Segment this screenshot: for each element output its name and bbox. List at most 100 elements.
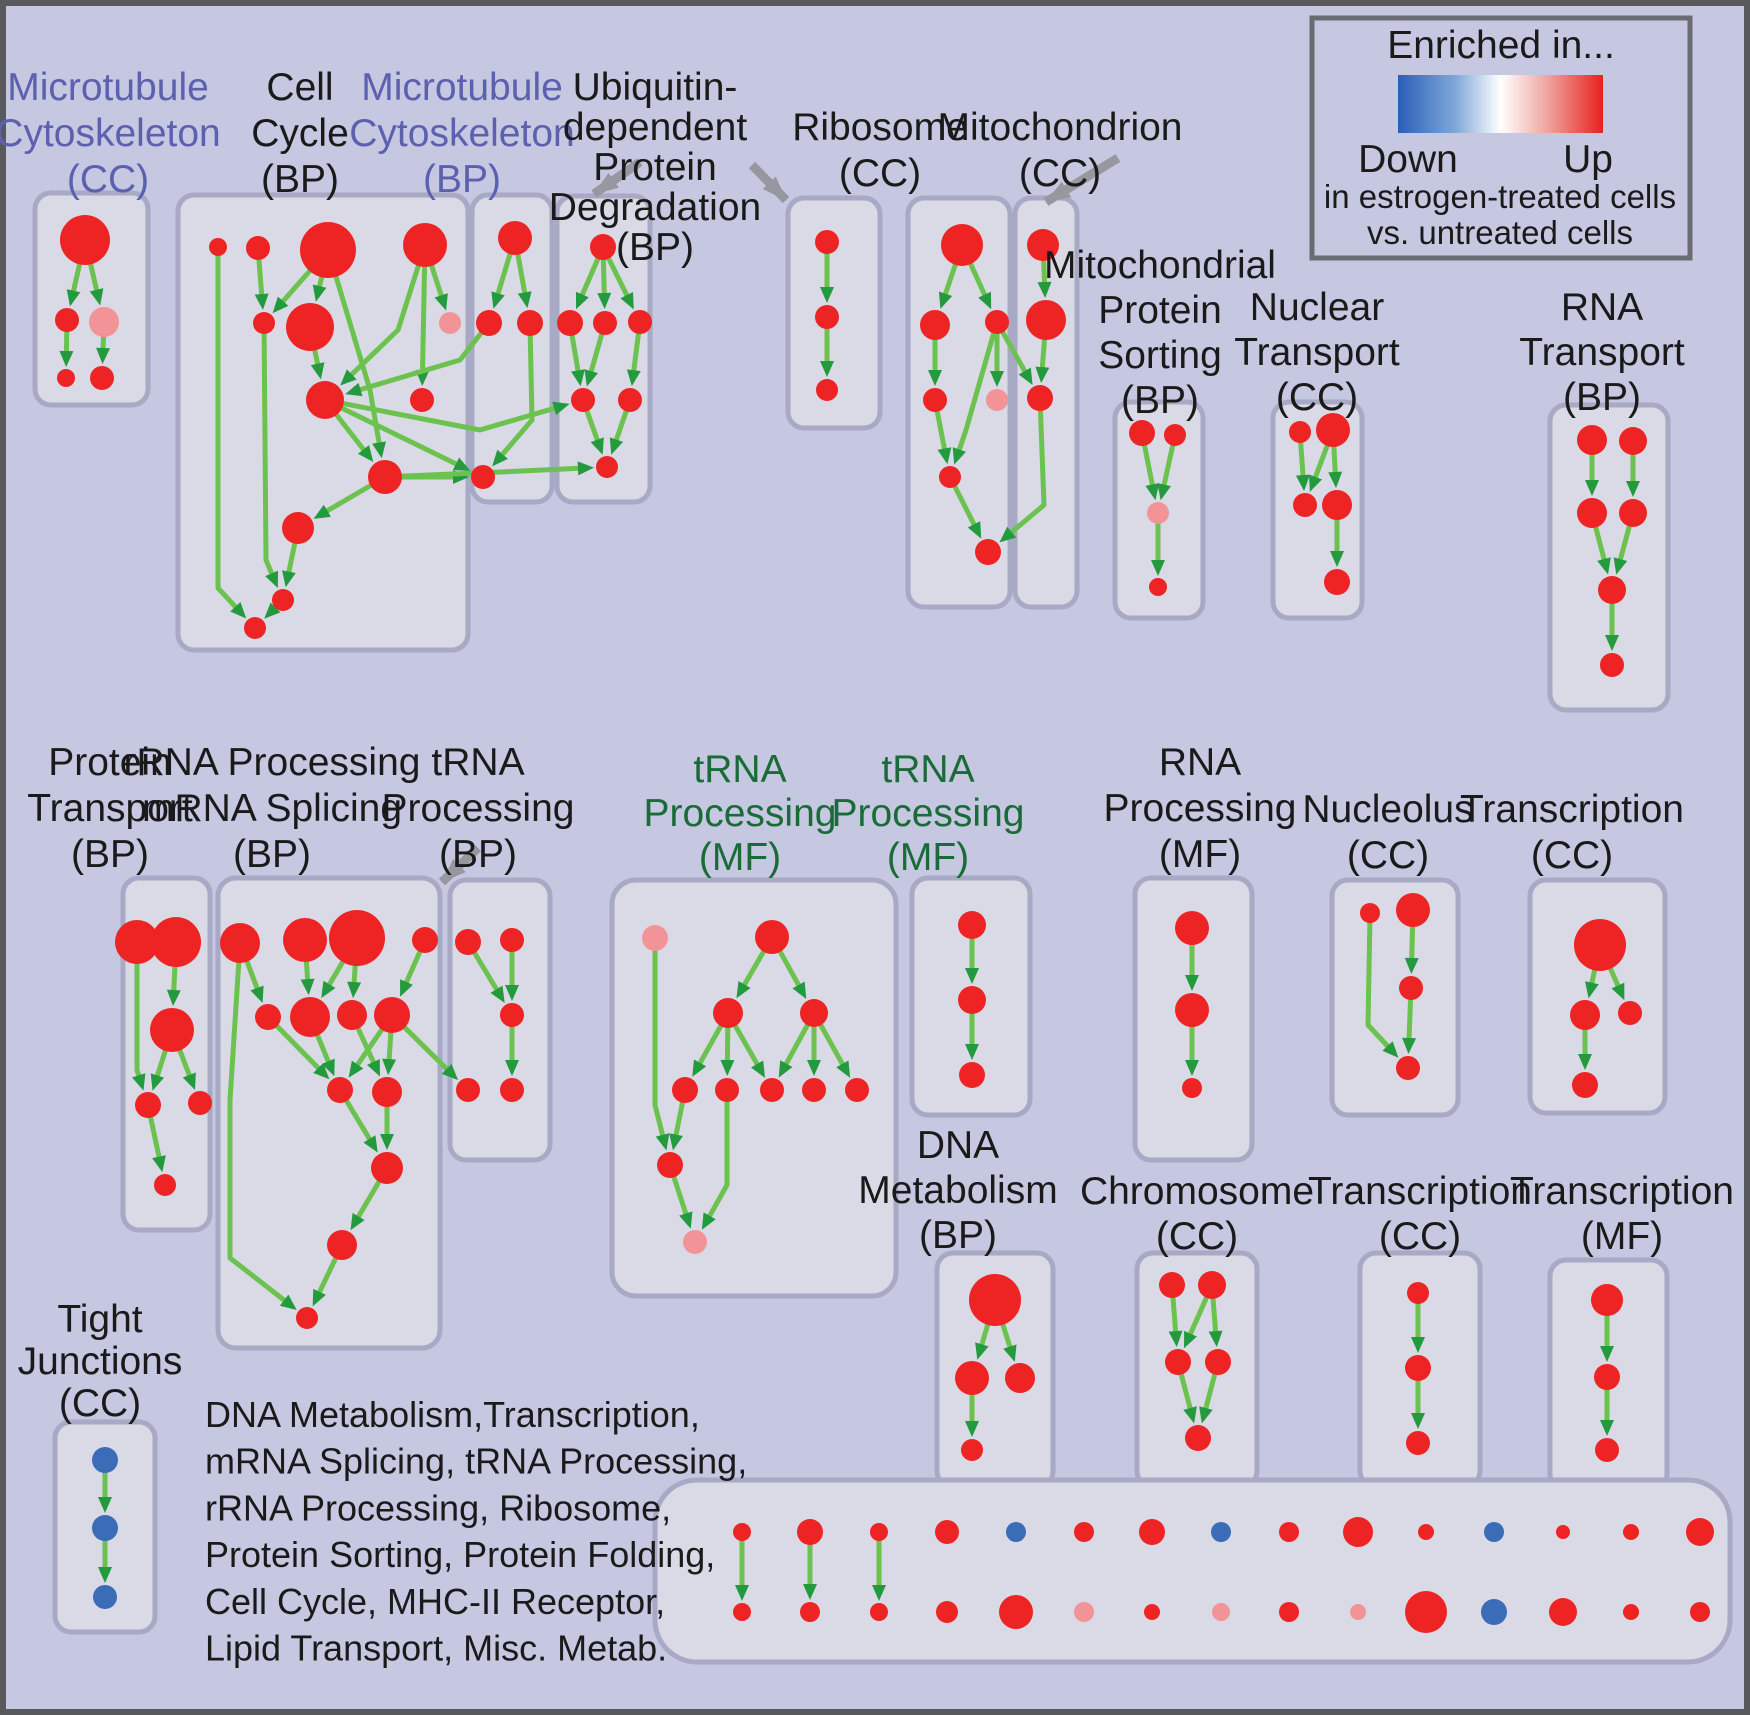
edges-layer [59,251,1640,1601]
rna-transport-node-mg [1598,576,1626,604]
edge-rrna-C-F [321,959,346,999]
edge-cell-cycle-c-f [312,274,327,302]
misc-node-t12 [1484,1522,1504,1542]
edge-chromosome-tr-ml [1184,1294,1210,1349]
misc-node-t13 [1556,1525,1570,1539]
trna-bp-node-te [500,1078,524,1102]
tight-junctions-label-line-1: Tight [57,1298,142,1341]
nucleolus-label-line-1: Nucleolus [1302,788,1473,831]
rrna-node-E [255,1004,281,1030]
edge-nucleolus-mr-bo [1402,997,1417,1054]
rrna-node-C [329,910,385,966]
edge-cell-cycle-j-k [313,482,374,519]
dna-metabolism-label-line-1: DNA [917,1124,999,1167]
misc-node-t8 [1211,1522,1231,1542]
edge-rrna-I-K [343,1098,378,1153]
edge-microtubule-cc-t-ml [66,261,83,307]
trna-bp-label-line-2: Processing [382,787,575,830]
edge-cell-cycle-b-e [254,257,269,311]
dna-metabolism-node-cl [955,1361,989,1395]
nuclear-transport-label-line-1: Nuclear [1250,286,1384,329]
edge-rrna-L-M [312,1255,339,1307]
rrna-node-M [296,1307,318,1329]
edge-chromosome-tl-ml [1168,1295,1183,1348]
trna-mf-big-node-r1 [672,1077,698,1103]
misc-node-t6 [1074,1522,1094,1542]
rrna-node-B [283,918,327,962]
ubiquitin-arrow-right [748,161,790,204]
trna-mf1-label-line-2: Processing [644,792,837,835]
microtubule-bp-label-line-1: Microtubule [361,66,563,109]
edge-nuclear-transport-tr-mr [1328,444,1343,488]
edge-trna-mf-big-mL-r1 [692,1023,724,1077]
tight-junctions-label-line-2: Junctions [18,1340,183,1383]
dna-metabolism-node-bo [961,1439,983,1461]
rna-transport-label-line-1: RNA [1561,286,1643,329]
edge-ubiq-a-l2-bt [609,408,630,455]
ribosome-label-line-1: Ribosome [792,106,968,149]
mito-sorting-node-bt [1149,578,1167,596]
edge-rrna-D-H [400,949,423,997]
rna-transport-node-ml [1577,498,1607,528]
rna-mf-label-line-1: RNA [1159,741,1241,784]
edge-microtubule-cc-mr-br [96,334,111,364]
edge-trna-mf-big-T-mR [777,948,807,999]
ubiq-a-node-l2 [618,388,642,412]
rrna-node-F [290,997,330,1037]
tight-junctions-node-j2 [92,1515,118,1541]
mito-sorting-node-tl [1129,420,1155,446]
edge-ribosome-t-cr [967,261,992,310]
microtubule-cc-label-line-2: Cytoskeleton [0,112,221,155]
transcription-cc-bot-label-line-1: Transcription [1308,1170,1532,1213]
edge-ribosome-mg-bt [951,483,982,539]
misc-node-b11 [1405,1591,1447,1633]
edge-dna-metabolism-T-cr [999,1322,1017,1362]
labels-layer: MicrotubuleCytoskeleton(CC)CellCycle(BP)… [0,15,1734,1669]
ubiquitin-label-line-2: dependent [563,106,748,149]
cell-cycle-label-line-3: (BP) [261,158,339,201]
ubiq-b-node-c3 [816,379,838,401]
edge-protein-transport-t1-lo1 [132,962,146,1091]
ubiq-b-node-c1 [815,230,839,254]
nuclear-transport-node-bt [1324,569,1350,595]
microtubule-cc-label-line-1: Microtubule [7,66,209,109]
ribosome-node-pk [986,389,1008,411]
rna-mf-label-line-2: Processing [1104,787,1297,830]
edge-rna-transport-ml-mg [1592,524,1611,575]
dna-metabolism-label-line-2: Metabolism [858,1169,1057,1212]
trna-bp-node-td [456,1078,480,1102]
microtubule-bp-label-line-3: (BP) [423,158,501,201]
trna-mf-big-node-mR [800,999,828,1027]
edge-microtubule-bp-t-ml [491,251,513,309]
nuclear-transport-label-line-3: (CC) [1276,376,1358,419]
misc-categories-line-2: mRNA Splicing, tRNA Processing, [205,1441,747,1482]
edge-rna-transport-mr-mg [1613,523,1633,575]
transcription-mf-node-m2 [1594,1364,1620,1390]
misc-node-b13 [1549,1598,1577,1626]
edge-cell-cycle-c-e [272,267,313,314]
tight-junctions-node-j3 [93,1585,117,1609]
edge-trna-bp-ta-tc [471,950,505,1003]
edge-cell-cycle-f-h [310,347,325,380]
rna-transport-label-line-2: Transport [1519,331,1685,374]
edge-trna-mf-big-mR-r3 [778,1022,811,1078]
nuclear-transport-label-line-2: Transport [1234,331,1400,374]
edge-cell-cycle-d-g [428,263,448,311]
trna-bp-node-tb [500,928,524,952]
protein-transport-node-t1 [115,920,159,964]
edge-rrna-E-I [273,1023,330,1080]
nucleolus-label: Nucleolus(CC) [1302,788,1473,877]
cell-cycle-label-line-1: Cell [266,66,333,109]
rrna-node-L [327,1230,357,1260]
rrna-node-I [327,1077,353,1103]
edge-cell-cycle-h-microtubule-bp-b4 [339,405,471,471]
transcription-cc-mid-label: Transcription(CC) [1460,788,1684,877]
nuclear-transport-node-mr [1322,490,1352,520]
edge-protein-transport-mid-lo2 [176,1047,196,1090]
trna-bp-node-ta [455,929,481,955]
